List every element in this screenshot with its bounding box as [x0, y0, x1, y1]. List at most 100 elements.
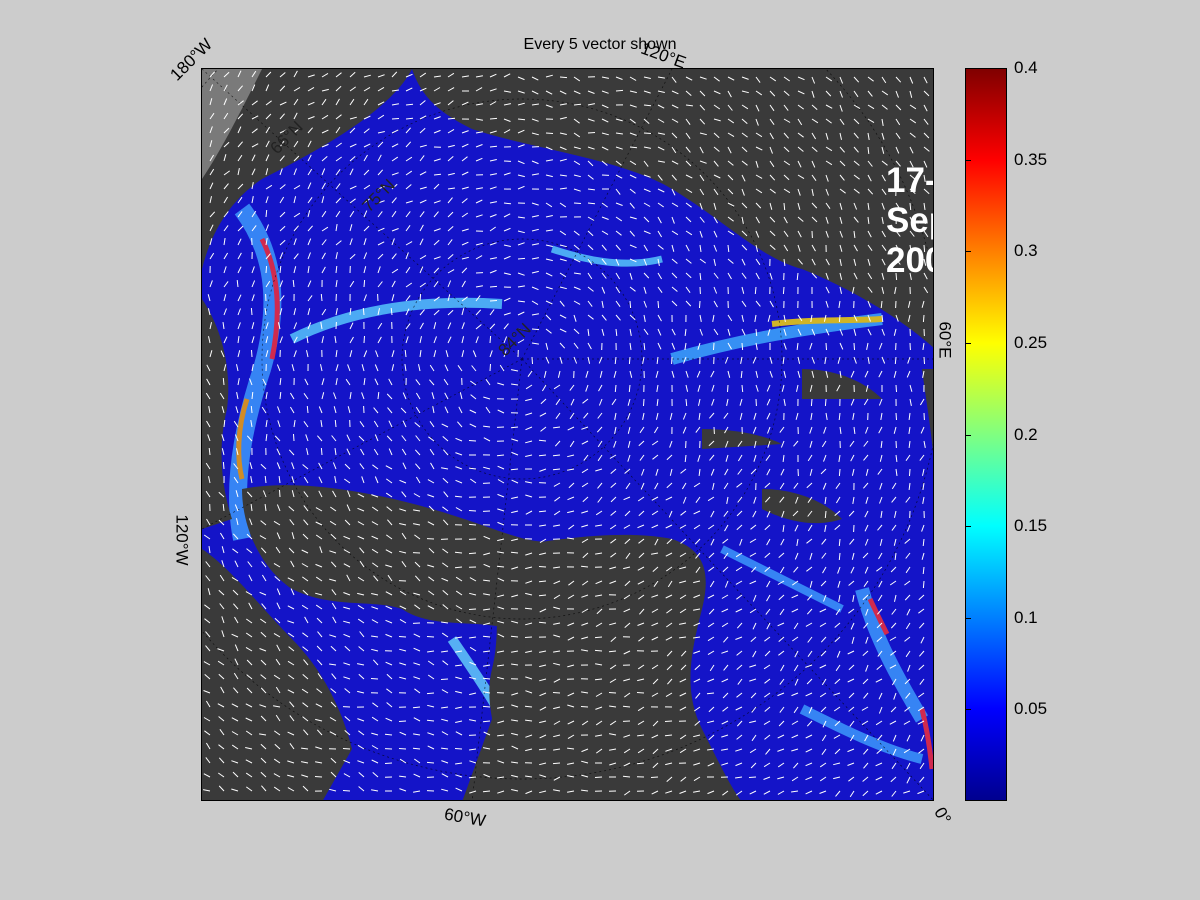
velocity-vector [237, 100, 244, 106]
velocity-vector [609, 748, 617, 751]
velocity-vector [909, 146, 914, 154]
velocity-vector [540, 398, 547, 405]
velocity-vector [362, 307, 365, 316]
velocity-vector [904, 580, 911, 586]
velocity-vector [726, 496, 729, 504]
velocity-vector [629, 174, 637, 179]
velocity-vector [806, 482, 813, 489]
velocity-vector [539, 664, 547, 668]
velocity-vector [346, 574, 351, 582]
velocity-vector [427, 650, 435, 653]
velocity-vector [923, 244, 926, 253]
velocity-vector [923, 188, 930, 195]
velocity-vector [559, 187, 567, 190]
velocity-vector [461, 228, 469, 232]
velocity-vector [205, 742, 211, 750]
velocity-vector [231, 760, 239, 764]
velocity-vector [399, 590, 407, 596]
velocity-vector [245, 772, 253, 778]
velocity-vector [657, 314, 662, 322]
velocity-vector [346, 504, 351, 512]
velocity-vector [525, 566, 533, 570]
velocity-vector [698, 412, 701, 420]
velocity-vector [259, 733, 267, 736]
velocity-vector [903, 790, 911, 794]
velocity-vector [627, 398, 631, 406]
velocity-vector [525, 748, 533, 752]
velocity-vector [208, 546, 211, 554]
velocity-vector [797, 188, 801, 196]
velocity-vector [461, 296, 468, 302]
velocity-vector [766, 468, 771, 476]
velocity-vector [489, 159, 497, 162]
velocity-vector [231, 731, 239, 736]
velocity-vector [895, 118, 901, 126]
velocity-vector [377, 74, 385, 78]
velocity-vector [219, 574, 225, 582]
velocity-vector [433, 129, 441, 134]
velocity-vector [727, 118, 735, 124]
velocity-vector [279, 85, 286, 92]
velocity-vector [909, 90, 913, 98]
velocity-vector [680, 776, 687, 782]
velocity-vector [595, 706, 603, 710]
velocity-vector [769, 356, 773, 364]
velocity-vector [468, 608, 477, 610]
velocity-vector [321, 308, 327, 316]
velocity-vector [444, 364, 449, 372]
velocity-vector [567, 454, 575, 458]
velocity-vector [671, 272, 678, 279]
velocity-vector [693, 580, 701, 584]
velocity-vector [388, 378, 393, 386]
velocity-vector [259, 648, 267, 652]
velocity-vector [552, 692, 561, 694]
velocity-vector [863, 762, 869, 769]
velocity-vector [569, 412, 575, 420]
velocity-vector [265, 350, 269, 358]
velocity-vector [307, 197, 313, 204]
velocity-vector [722, 692, 729, 699]
velocity-vector [442, 506, 449, 512]
velocity-vector [265, 209, 268, 218]
velocity-vector [805, 664, 813, 668]
velocity-vector [386, 534, 393, 540]
velocity-vector [223, 112, 229, 120]
velocity-vector [372, 772, 379, 778]
velocity-vector [363, 115, 371, 120]
velocity-vector [531, 356, 533, 365]
velocity-vector [666, 454, 673, 461]
velocity-vector [797, 328, 802, 336]
velocity-vector [893, 426, 897, 434]
velocity-vector [609, 762, 617, 766]
velocity-vector [489, 130, 497, 134]
velocity-vector [321, 156, 328, 162]
velocity-vector [321, 266, 326, 274]
velocity-vector [250, 476, 253, 484]
velocity-vector [567, 762, 575, 765]
velocity-vector [741, 174, 746, 182]
velocity-vector [472, 350, 477, 358]
velocity-vector [405, 323, 411, 330]
velocity-vector [377, 211, 383, 218]
velocity-vector [769, 160, 775, 168]
velocity-vector [643, 118, 650, 124]
velocity-vector [850, 622, 855, 630]
velocity-vector [923, 146, 930, 152]
velocity-vector [713, 146, 720, 152]
velocity-vector [834, 636, 841, 643]
velocity-vector [909, 398, 912, 406]
velocity-vector [867, 146, 870, 154]
velocity-vector [643, 398, 645, 407]
velocity-vector [753, 496, 757, 504]
velocity-vector [601, 132, 609, 136]
velocity-vector [685, 202, 692, 208]
velocity-vector [682, 496, 687, 504]
velocity-vector [699, 174, 705, 182]
velocity-vector [441, 467, 449, 470]
velocity-vector [679, 678, 687, 683]
velocity-vector [921, 524, 925, 532]
velocity-vector [615, 314, 621, 321]
velocity-vector [249, 378, 253, 386]
velocity-vector [921, 300, 925, 308]
velocity-vector [779, 608, 785, 616]
